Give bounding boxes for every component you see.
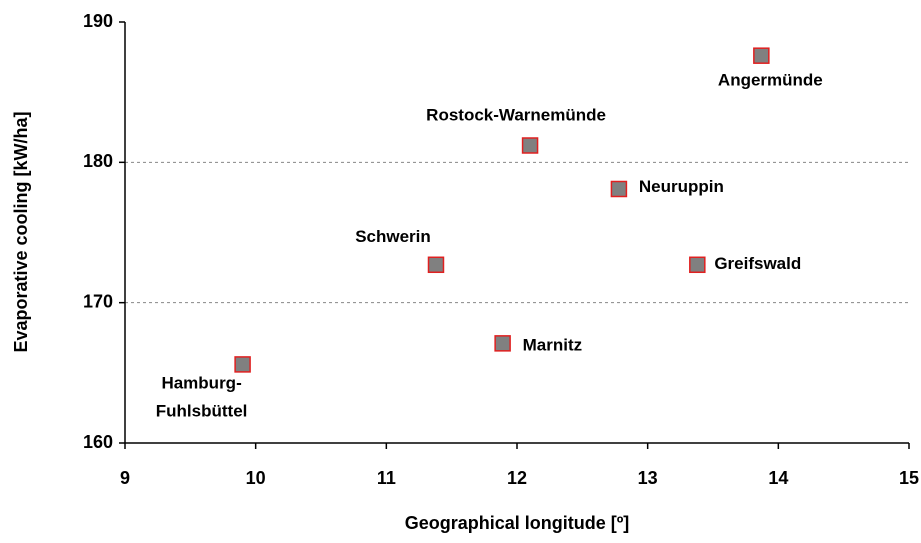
- point-label-line: Greifswald: [714, 254, 801, 273]
- point-label-line: Neuruppin: [639, 177, 724, 196]
- y-tick-label: 160: [83, 432, 113, 452]
- x-tick-label: 13: [638, 468, 658, 488]
- point: [234, 356, 251, 373]
- x-tick-label: 11: [377, 468, 396, 488]
- point-label: Hamburg- Fuhlsbüttel: [156, 374, 248, 421]
- point-label: Angermünde: [718, 71, 823, 90]
- point-label: Marnitz: [523, 336, 583, 355]
- y-tick-label: 170: [83, 291, 113, 311]
- point-label: Schwerin: [355, 227, 431, 246]
- y-tick-label: 180: [83, 151, 113, 171]
- x-tick-label: 14: [768, 468, 788, 488]
- point-label: Neuruppin: [639, 177, 724, 196]
- point-label: Rostock-Warnemünde: [426, 106, 606, 125]
- point: [494, 335, 511, 352]
- point-label-line: Angermünde: [718, 71, 823, 90]
- point: [689, 256, 706, 274]
- point: [427, 256, 445, 274]
- y-axis-title: Evaporative cooling [kW/ha]: [11, 111, 31, 352]
- y-tick-label: 190: [83, 11, 113, 31]
- x-tick-label: 9: [120, 468, 130, 488]
- point: [753, 47, 770, 64]
- x-tick-label: 12: [507, 468, 527, 488]
- x-axis-title: Geographical longitude [º]: [405, 513, 630, 533]
- point-label-line: Fuhlsbüttel: [156, 402, 248, 421]
- x-tick-label: 15: [899, 468, 919, 488]
- point: [610, 180, 628, 198]
- point-label-line: Schwerin: [355, 227, 431, 246]
- x-tick-label: 10: [246, 468, 266, 488]
- point-label-line: Marnitz: [523, 336, 583, 355]
- point-label-line: Hamburg-: [161, 374, 241, 393]
- point-label: Greifswald: [714, 254, 801, 273]
- point: [521, 137, 539, 154]
- point-label-line: Rostock-Warnemünde: [426, 106, 606, 125]
